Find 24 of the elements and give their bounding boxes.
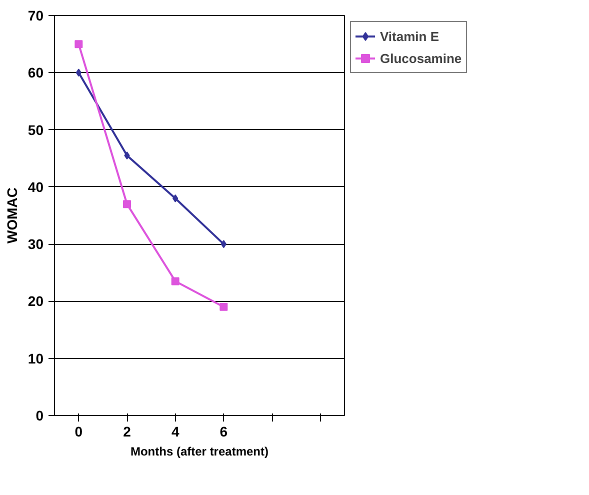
y-tick-label: 50 bbox=[28, 122, 44, 138]
legend-label: Glucosamine bbox=[380, 50, 462, 66]
y-tick-label: 0 bbox=[36, 408, 44, 424]
point bbox=[74, 40, 83, 48]
x-tick-label: 6 bbox=[220, 424, 228, 440]
y-tick-label: 20 bbox=[28, 293, 44, 310]
y-axis-title: WOMAC bbox=[4, 187, 20, 244]
y-tick-label: 60 bbox=[28, 64, 44, 81]
y-tick-label: 30 bbox=[28, 236, 44, 252]
x-tick-label: 2 bbox=[123, 424, 132, 440]
legend-label: Vitamin E bbox=[380, 28, 440, 44]
y-tick-label: 70 bbox=[28, 8, 44, 24]
point bbox=[172, 194, 178, 202]
x-tick-label: 4 bbox=[171, 424, 180, 440]
x-tick-label: 0 bbox=[74, 424, 83, 440]
point bbox=[171, 277, 180, 286]
point bbox=[124, 152, 130, 160]
point bbox=[76, 68, 82, 77]
y-tick-label: 40 bbox=[28, 178, 44, 195]
point bbox=[123, 200, 131, 208]
point bbox=[220, 240, 226, 248]
x-axis-title: Months (after treatment) bbox=[130, 444, 269, 458]
point bbox=[220, 302, 228, 311]
y-tick-label: 10 bbox=[28, 350, 44, 366]
